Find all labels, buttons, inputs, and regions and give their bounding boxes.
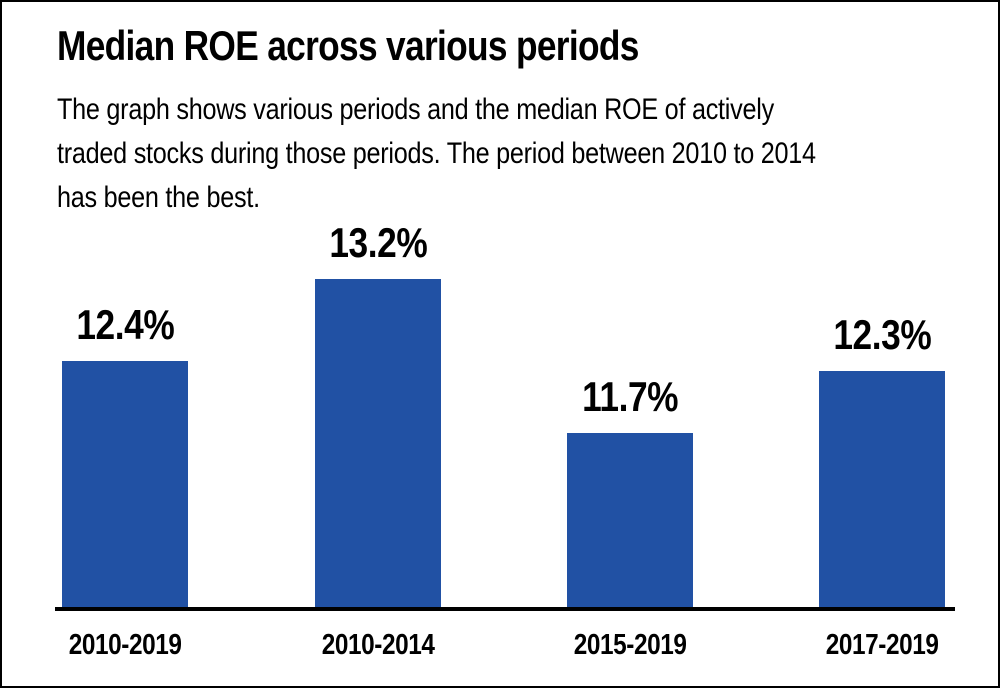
x-axis-label-text: 2015-2019: [573, 629, 687, 661]
bar-group: 12.3% 2017-2019: [819, 2, 945, 686]
x-axis-label: 2010-2019: [62, 629, 188, 661]
bar-value-text: 12.4%: [76, 301, 174, 348]
bar-value-label: 12.4%: [62, 303, 188, 347]
chart-header: Median ROE across various periods The gr…: [57, 22, 816, 220]
bar-group: 13.2% 2010-2014: [315, 2, 441, 686]
bar-value-text: 11.7%: [582, 373, 678, 420]
x-axis-label-text: 2017-2019: [825, 629, 939, 661]
bar-group: 12.4% 2010-2019: [62, 2, 188, 686]
chart-title: Median ROE across various periods: [57, 22, 639, 69]
bar-value-label: 13.2%: [315, 221, 441, 265]
x-axis-label: 2010-2014: [315, 629, 441, 661]
bar-group: 11.7% 2015-2019: [567, 2, 693, 686]
chart-subtitle: The graph shows various periods and the …: [57, 88, 816, 220]
x-axis-label: 2017-2019: [819, 629, 945, 661]
bar: [315, 279, 441, 607]
bar-value-label: 12.3%: [819, 313, 945, 357]
x-axis-line: [55, 607, 955, 611]
x-axis-label: 2015-2019: [567, 629, 693, 661]
subtitle-line: has been the best.: [57, 181, 260, 214]
x-axis-label-text: 2010-2014: [321, 629, 435, 661]
subtitle-line: The graph shows various periods and the …: [57, 93, 774, 126]
bar: [567, 433, 693, 607]
x-axis-label-text: 2010-2019: [68, 629, 182, 661]
bar-value-label: 11.7%: [567, 375, 693, 419]
bar: [819, 371, 945, 607]
bar-value-text: 12.3%: [833, 311, 931, 358]
subtitle-line: traded stocks during those periods. The …: [57, 137, 816, 170]
bar: [62, 361, 188, 607]
bar-value-text: 13.2%: [329, 219, 427, 266]
